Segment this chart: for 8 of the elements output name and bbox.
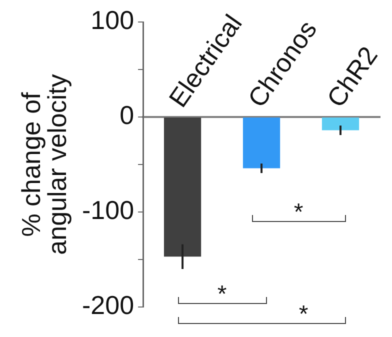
annotation: *	[292, 198, 304, 226]
y-tick-label: 100	[90, 5, 134, 36]
y-tick-label: -100	[82, 195, 134, 226]
annotation: *	[216, 281, 228, 308]
annotation: *	[298, 301, 310, 328]
y-axis-title: % change of angular velocity	[16, 74, 72, 255]
y-tick-label: -200	[82, 290, 134, 320]
y-tick-label: 0	[120, 100, 134, 130]
